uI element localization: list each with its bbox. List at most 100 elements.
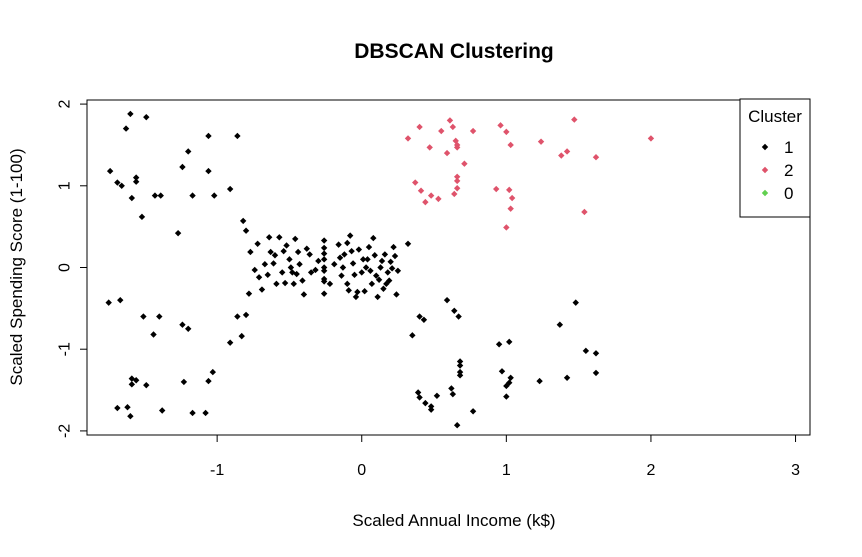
data-point [506, 186, 513, 194]
data-point [307, 269, 315, 276]
data-point [336, 254, 344, 261]
data-point [507, 141, 514, 149]
data-point [412, 179, 419, 186]
data-point [344, 280, 351, 288]
data-point [157, 192, 164, 199]
data-point [368, 280, 376, 288]
data-point [279, 269, 286, 276]
data-point [156, 313, 163, 320]
data-point [592, 153, 600, 161]
legend-swatch [761, 166, 769, 174]
data-point [371, 252, 378, 259]
data-point [234, 313, 241, 320]
data-point [390, 243, 397, 251]
data-point [150, 331, 157, 338]
data-point [226, 339, 234, 346]
y-tick-label: -2 [57, 424, 74, 438]
data-point [105, 299, 112, 306]
data-point [143, 113, 150, 121]
data-point [118, 182, 125, 189]
data-point [320, 250, 328, 257]
data-point [506, 379, 513, 386]
data-point [507, 374, 514, 382]
data-point [158, 407, 166, 414]
data-point [556, 321, 564, 328]
data-point [449, 390, 457, 398]
data-point [261, 261, 269, 268]
data-point [247, 248, 254, 256]
data-point [456, 358, 464, 365]
data-point [320, 264, 328, 271]
data-point [427, 406, 435, 413]
x-axis-label: Scaled Annual Income (k$) [352, 511, 555, 530]
data-point [443, 149, 451, 157]
data-point [422, 198, 429, 206]
data-point [189, 192, 196, 199]
data-point [438, 127, 445, 135]
data-point [503, 393, 510, 400]
data-point [239, 217, 247, 225]
data-point [381, 251, 389, 258]
data-point [469, 127, 477, 135]
data-point [106, 167, 114, 175]
data-point [367, 267, 374, 274]
x-tick-label: -1 [210, 462, 224, 479]
x-axis: -1 0 1 2 3 [210, 434, 800, 479]
data-point [185, 148, 192, 155]
data-point [245, 290, 253, 297]
data-point [592, 350, 600, 357]
x-tick-label: 2 [646, 462, 655, 479]
data-point [358, 269, 365, 276]
data-point [572, 299, 579, 306]
data-point [362, 264, 370, 271]
data-point [361, 287, 368, 295]
data-point [180, 378, 188, 386]
data-point [581, 208, 588, 216]
data-point [647, 135, 655, 142]
data-point [507, 205, 514, 212]
data-point [289, 269, 296, 276]
data-point [453, 177, 461, 185]
data-point [503, 224, 510, 231]
series-1 [105, 110, 600, 429]
data-point [427, 403, 435, 410]
data-point [426, 144, 433, 151]
data-point [374, 293, 381, 301]
legend-title: Cluster [748, 107, 802, 126]
data-point [461, 160, 468, 167]
data-point [469, 408, 477, 415]
data-point [453, 421, 461, 429]
data-point [375, 276, 383, 283]
data-point [453, 141, 461, 149]
data-point [273, 280, 280, 288]
data-point [455, 313, 462, 320]
data-point [380, 285, 387, 292]
data-point [352, 293, 360, 301]
data-point [370, 234, 377, 242]
data-point [255, 274, 263, 281]
data-point [404, 135, 412, 142]
data-point [127, 413, 134, 420]
data-point [124, 404, 131, 411]
data-point [386, 277, 393, 284]
data-point [435, 195, 442, 203]
data-point [388, 265, 396, 272]
data-point [345, 287, 352, 294]
data-point [393, 291, 400, 298]
data-point [303, 245, 310, 252]
data-point [202, 409, 209, 417]
data-point [132, 377, 140, 384]
legend-entry-label: 2 [784, 161, 793, 180]
data-point [339, 264, 347, 271]
data-point [536, 377, 543, 385]
data-point [315, 257, 322, 265]
data-point [283, 242, 290, 249]
data-point [354, 288, 361, 296]
data-point [264, 271, 271, 279]
data-point [443, 296, 451, 304]
data-point [351, 271, 358, 279]
data-point [592, 369, 600, 377]
data-point [189, 409, 196, 417]
data-point [114, 404, 121, 412]
